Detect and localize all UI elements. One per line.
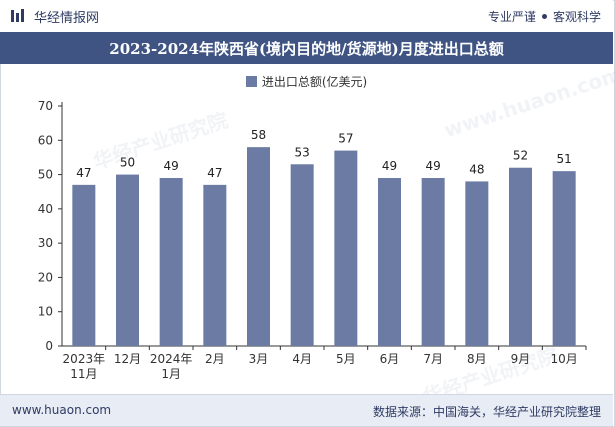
brand-logo-icon [11,9,24,22]
y-tick-label: 0 [45,339,53,353]
x-tick-label: 2月 [205,352,225,366]
data-label: 49 [426,159,441,173]
y-tick-label: 20 [38,270,53,284]
x-tick-label: 10月 [551,352,578,366]
y-tick-label: 70 [38,99,53,113]
legend-swatch-icon [245,75,257,87]
footer-source: 数据来源：中国海关，华经产业研究院整理 [372,405,601,419]
bar [465,181,489,346]
y-tick-label: 40 [38,202,53,216]
data-label: 47 [207,166,222,180]
x-tick-label: 2024年 [150,352,193,366]
tagline-1: 专业严谨 [487,10,536,24]
data-label: 49 [164,159,179,173]
brand: 华经情报网 [10,7,100,26]
bar [159,178,183,346]
tagline-2: 客观科学 [552,10,601,24]
y-tick-label: 30 [38,236,53,250]
data-label: 50 [120,156,135,170]
footer: www.huaon.com 数据来源：中国海关，华经产业研究院整理 [0,394,613,426]
bar [247,147,270,346]
tagline: 专业严谨 客观科学 [488,8,601,25]
separator-dot-icon [541,14,547,19]
x-tick-label: 4月 [292,352,312,366]
x-tick-label: 6月 [380,352,400,366]
footer-site: www.huaon.com [12,403,112,417]
data-label: 48 [469,162,484,176]
bar [509,167,532,346]
x-tick-label: 9月 [511,352,531,366]
x-tick-label: 7月 [423,352,443,366]
legend-label: 进出口总额(亿美元) [261,74,368,89]
legend: 进出口总额(亿美元) [0,72,613,90]
chart-title-bar: 2023-2024年陕西省(境内目的地/货源地)月度进出口总额 [0,32,613,64]
data-label: 52 [513,149,528,163]
data-label: 51 [557,152,572,166]
top-bar: 华经情报网 专业严谨 客观科学 [0,0,613,32]
bar [378,178,401,346]
y-tick-label: 60 [38,133,53,147]
x-tick-label: 1月 [161,367,181,381]
x-tick-label: 11月 [70,367,97,381]
data-label: 57 [338,132,353,146]
data-label: 53 [295,145,310,159]
data-label: 58 [251,128,266,142]
x-tick-label: 3月 [249,352,269,366]
bar [72,184,96,346]
data-label: 49 [382,159,397,173]
brand-name: 华经情报网 [34,10,100,26]
bar [552,171,576,346]
y-tick-label: 50 [38,168,53,182]
x-tick-label: 5月 [336,352,356,366]
x-tick-label: 8月 [467,352,487,366]
data-label: 47 [76,166,91,180]
bar [116,174,139,346]
chart-title: 2023-2024年陕西省(境内目的地/货源地)月度进出口总额 [109,39,504,58]
bar [334,150,358,346]
bar [421,178,445,346]
y-tick-label: 10 [38,305,53,319]
x-tick-label: 12月 [114,352,141,366]
bar [290,164,314,346]
x-tick-label: 2023年 [63,352,106,366]
bar [203,184,227,346]
